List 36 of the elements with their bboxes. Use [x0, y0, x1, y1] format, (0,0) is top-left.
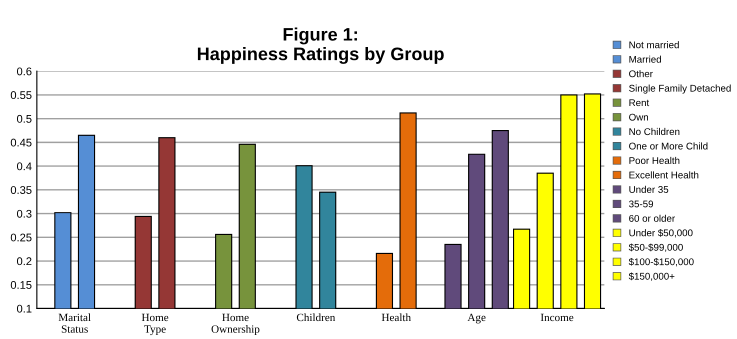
- legend-label: $100-$150,000: [628, 258, 694, 266]
- legend-label: Single Family Detached: [629, 84, 731, 94]
- legend-label: $50-$99,000: [628, 243, 683, 252]
- x-tick-label: Children: [296, 313, 336, 322]
- x-tick-label: Home Ownership: [212, 314, 260, 336]
- legend-label: Not married: [629, 41, 679, 48]
- y-tick-label: 0.15: [10, 281, 32, 289]
- legend-label: Married: [629, 56, 661, 63]
- y-tick-label: 0.4: [16, 162, 32, 170]
- y-tick-label: 0.25: [10, 234, 32, 242]
- legend-label: 60 or older: [629, 214, 675, 222]
- legend-label: 35-59: [629, 200, 654, 208]
- legend-label: Poor Health: [629, 156, 680, 164]
- y-tick-label: 0.6: [16, 67, 32, 76]
- legend-label: $150,000+: [628, 272, 674, 281]
- legend-label: Excellent Health: [629, 171, 698, 178]
- y-tick-label: 0.45: [10, 138, 32, 147]
- chart-title: Figure 1: Happiness Ratings by Group: [198, 27, 444, 64]
- legend-label: Under $50,000: [629, 229, 693, 238]
- legend-label: Other: [629, 70, 653, 78]
- legend-label: One or More Child: [629, 142, 708, 150]
- y-tick-label: 0.55: [10, 91, 32, 100]
- legend-label: Own: [629, 114, 648, 121]
- y-tick-label: 0.1: [16, 304, 32, 313]
- y-tick-label: 0.3: [16, 210, 32, 218]
- legend-label: No Children: [629, 128, 680, 136]
- legend-label: Under 35: [629, 186, 668, 193]
- x-tick-label: Age: [468, 314, 486, 324]
- x-tick-label: Marital Status: [58, 313, 91, 333]
- y-tick-label: 0.2: [16, 257, 32, 266]
- y-tick-label: 0.5: [16, 114, 32, 123]
- x-tick-label: Health: [382, 313, 411, 322]
- x-tick-label: Income: [540, 314, 574, 322]
- legend-label: Rent: [629, 99, 650, 106]
- x-tick-label: Home Type: [142, 314, 168, 336]
- y-tick-label: 0.35: [10, 186, 32, 194]
